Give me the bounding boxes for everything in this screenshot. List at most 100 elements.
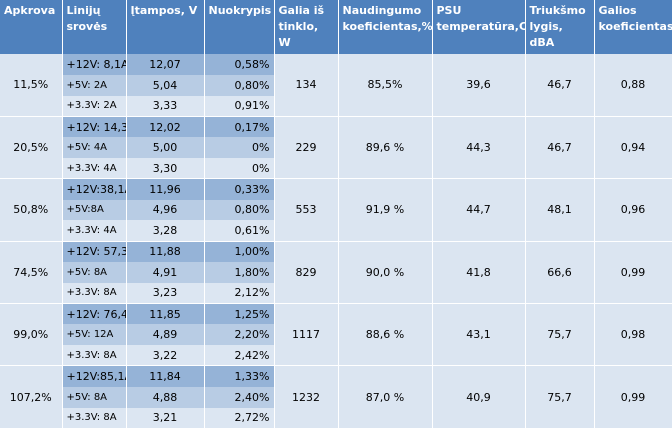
voltage-cell: 3,23 — [126, 282, 205, 305]
input-power-cell: 134 — [274, 54, 339, 117]
table-row: +5V: 4A 5,00 0% — [0, 137, 672, 158]
line-current-cell: +3.3V: 4A — [62, 220, 127, 242]
header-efficiency: Naudingumo koeficientas,% — [338, 0, 433, 54]
voltage-cell: 3,28 — [126, 220, 205, 242]
table-row: +3.3V: 8A 3,22 2,42% — [0, 345, 672, 367]
header-voltages: Įtampos, V — [126, 0, 205, 54]
psu-temperature-cell: 43,1 — [432, 303, 526, 367]
input-power-cell: 1117 — [274, 303, 339, 367]
psu-temperature-cell: 39,6 — [432, 54, 526, 117]
load-cell: 107,2% — [0, 365, 63, 429]
input-power-cell: 1232 — [274, 365, 339, 429]
line-current-cell: +3.3V: 2A — [62, 95, 127, 117]
deviation-cell: 1,00% — [204, 241, 275, 262]
voltage-cell: 3,21 — [126, 407, 205, 429]
voltage-cell: 4,89 — [126, 324, 205, 346]
noise-level-cell: 46,7 — [525, 54, 595, 117]
voltage-cell: 3,33 — [126, 95, 205, 117]
deviation-cell: 2,72% — [204, 407, 275, 429]
power-factor-cell: 0,96 — [594, 178, 672, 242]
voltage-cell: 11,84 — [126, 365, 205, 387]
header-noise-level: Triukšmo lygis, dBA — [525, 0, 595, 54]
table-row: +3.3V: 4A 3,30 0% — [0, 157, 672, 180]
line-current-cell: +3.3V: 4A — [62, 157, 127, 180]
load-cell: 99,0% — [0, 303, 63, 367]
voltage-cell: 5,04 — [126, 74, 205, 96]
table-row: +3.3V: 8A 3,23 2,12% — [0, 282, 672, 305]
table-row: +3.3V: 8A 3,21 2,72% — [0, 407, 672, 429]
load-cell: 20,5% — [0, 116, 63, 180]
table-row: +5V: 12A 4,89 2,20% — [0, 324, 672, 346]
voltage-cell: 12,02 — [126, 116, 205, 138]
voltage-cell: 4,91 — [126, 261, 205, 283]
header-load: Apkrova — [0, 0, 63, 54]
deviation-cell: 0% — [204, 137, 275, 158]
power-factor-cell: 0,99 — [594, 241, 672, 305]
header-row: Apkrova Linijų srovės Įtampos, V Nuokryp… — [0, 0, 672, 54]
noise-level-cell: 75,7 — [525, 303, 595, 367]
line-current-cell: +12V: 57,3A — [62, 241, 127, 262]
efficiency-cell: 89,6 % — [338, 116, 433, 180]
deviation-cell: 0,61% — [204, 220, 275, 242]
voltage-cell: 11,96 — [126, 178, 205, 200]
line-current-cell: +5V:8A — [62, 199, 127, 221]
table-body: 11,5% +12V: 8,1A 12,07 0,58% 134 85,5% 39,6 46,… — [0, 54, 672, 429]
deviation-cell: 0,80% — [204, 74, 275, 96]
efficiency-cell: 91,9 % — [338, 178, 433, 242]
header-input-power: Galia iš tinklo, W — [274, 0, 339, 54]
line-current-cell: +5V: 8A — [62, 261, 127, 283]
table-row: +3.3V: 4A 3,28 0,61% — [0, 220, 672, 242]
power-factor-cell: 0,88 — [594, 54, 672, 117]
noise-level-cell: 48,1 — [525, 178, 595, 242]
deviation-cell: 0% — [204, 157, 275, 180]
deviation-cell: 2,20% — [204, 324, 275, 346]
efficiency-cell: 87,0 % — [338, 365, 433, 429]
power-factor-cell: 0,94 — [594, 116, 672, 180]
line-current-cell: +3.3V: 8A — [62, 345, 127, 367]
line-current-cell: +12V: 14,3A — [62, 116, 127, 138]
input-power-cell: 553 — [274, 178, 339, 242]
input-power-cell: 229 — [274, 116, 339, 180]
voltage-cell: 5,00 — [126, 137, 205, 158]
deviation-cell: 0,58% — [204, 54, 275, 75]
voltage-cell: 4,96 — [126, 199, 205, 221]
deviation-cell: 2,12% — [204, 282, 275, 305]
noise-level-cell: 46,7 — [525, 116, 595, 180]
power-factor-cell: 0,99 — [594, 365, 672, 429]
header-power-factor: Galios koeficientas — [594, 0, 672, 54]
table-row: 107,2% +12V:85,1A 11,84 1,33% 1232 87,0 % 40,9… — [0, 365, 672, 429]
deviation-cell: 2,42% — [204, 345, 275, 367]
voltage-cell: 11,88 — [126, 241, 205, 262]
line-current-cell: +5V: 12A — [62, 324, 127, 346]
efficiency-cell: 88,6 % — [338, 303, 433, 367]
power-factor-cell: 0,98 — [594, 303, 672, 367]
input-power-cell: 829 — [274, 241, 339, 305]
deviation-cell: 1,33% — [204, 365, 275, 387]
deviation-cell: 0,91% — [204, 95, 275, 117]
header-line-currents: Linijų srovės — [62, 0, 127, 54]
noise-level-cell: 75,7 — [525, 365, 595, 429]
line-current-cell: +3.3V: 8A — [62, 407, 127, 429]
psu-temperature-cell: 40,9 — [432, 365, 526, 429]
voltage-cell: 4,88 — [126, 386, 205, 408]
deviation-cell: 0,80% — [204, 199, 275, 221]
voltage-cell: 12,07 — [126, 54, 205, 75]
deviation-cell: 1,25% — [204, 303, 275, 325]
line-current-cell: +12V: 76,4A — [62, 303, 127, 325]
voltage-cell: 3,30 — [126, 157, 205, 180]
table-row: +5V:8A 4,96 0,80% — [0, 199, 672, 221]
voltage-cell: 11,85 — [126, 303, 205, 325]
line-current-cell: +3.3V: 8A — [62, 282, 127, 305]
deviation-cell: 0,33% — [204, 178, 275, 200]
header-deviation: Nuokrypis — [204, 0, 275, 54]
efficiency-cell: 85,5% — [338, 54, 433, 117]
load-cell: 74,5% — [0, 241, 63, 305]
deviation-cell: 0,17% — [204, 116, 275, 138]
line-current-cell: +5V: 4A — [62, 137, 127, 158]
table-row: +3.3V: 2A 3,33 0,91% — [0, 95, 672, 117]
line-current-cell: +5V: 2A — [62, 74, 127, 96]
